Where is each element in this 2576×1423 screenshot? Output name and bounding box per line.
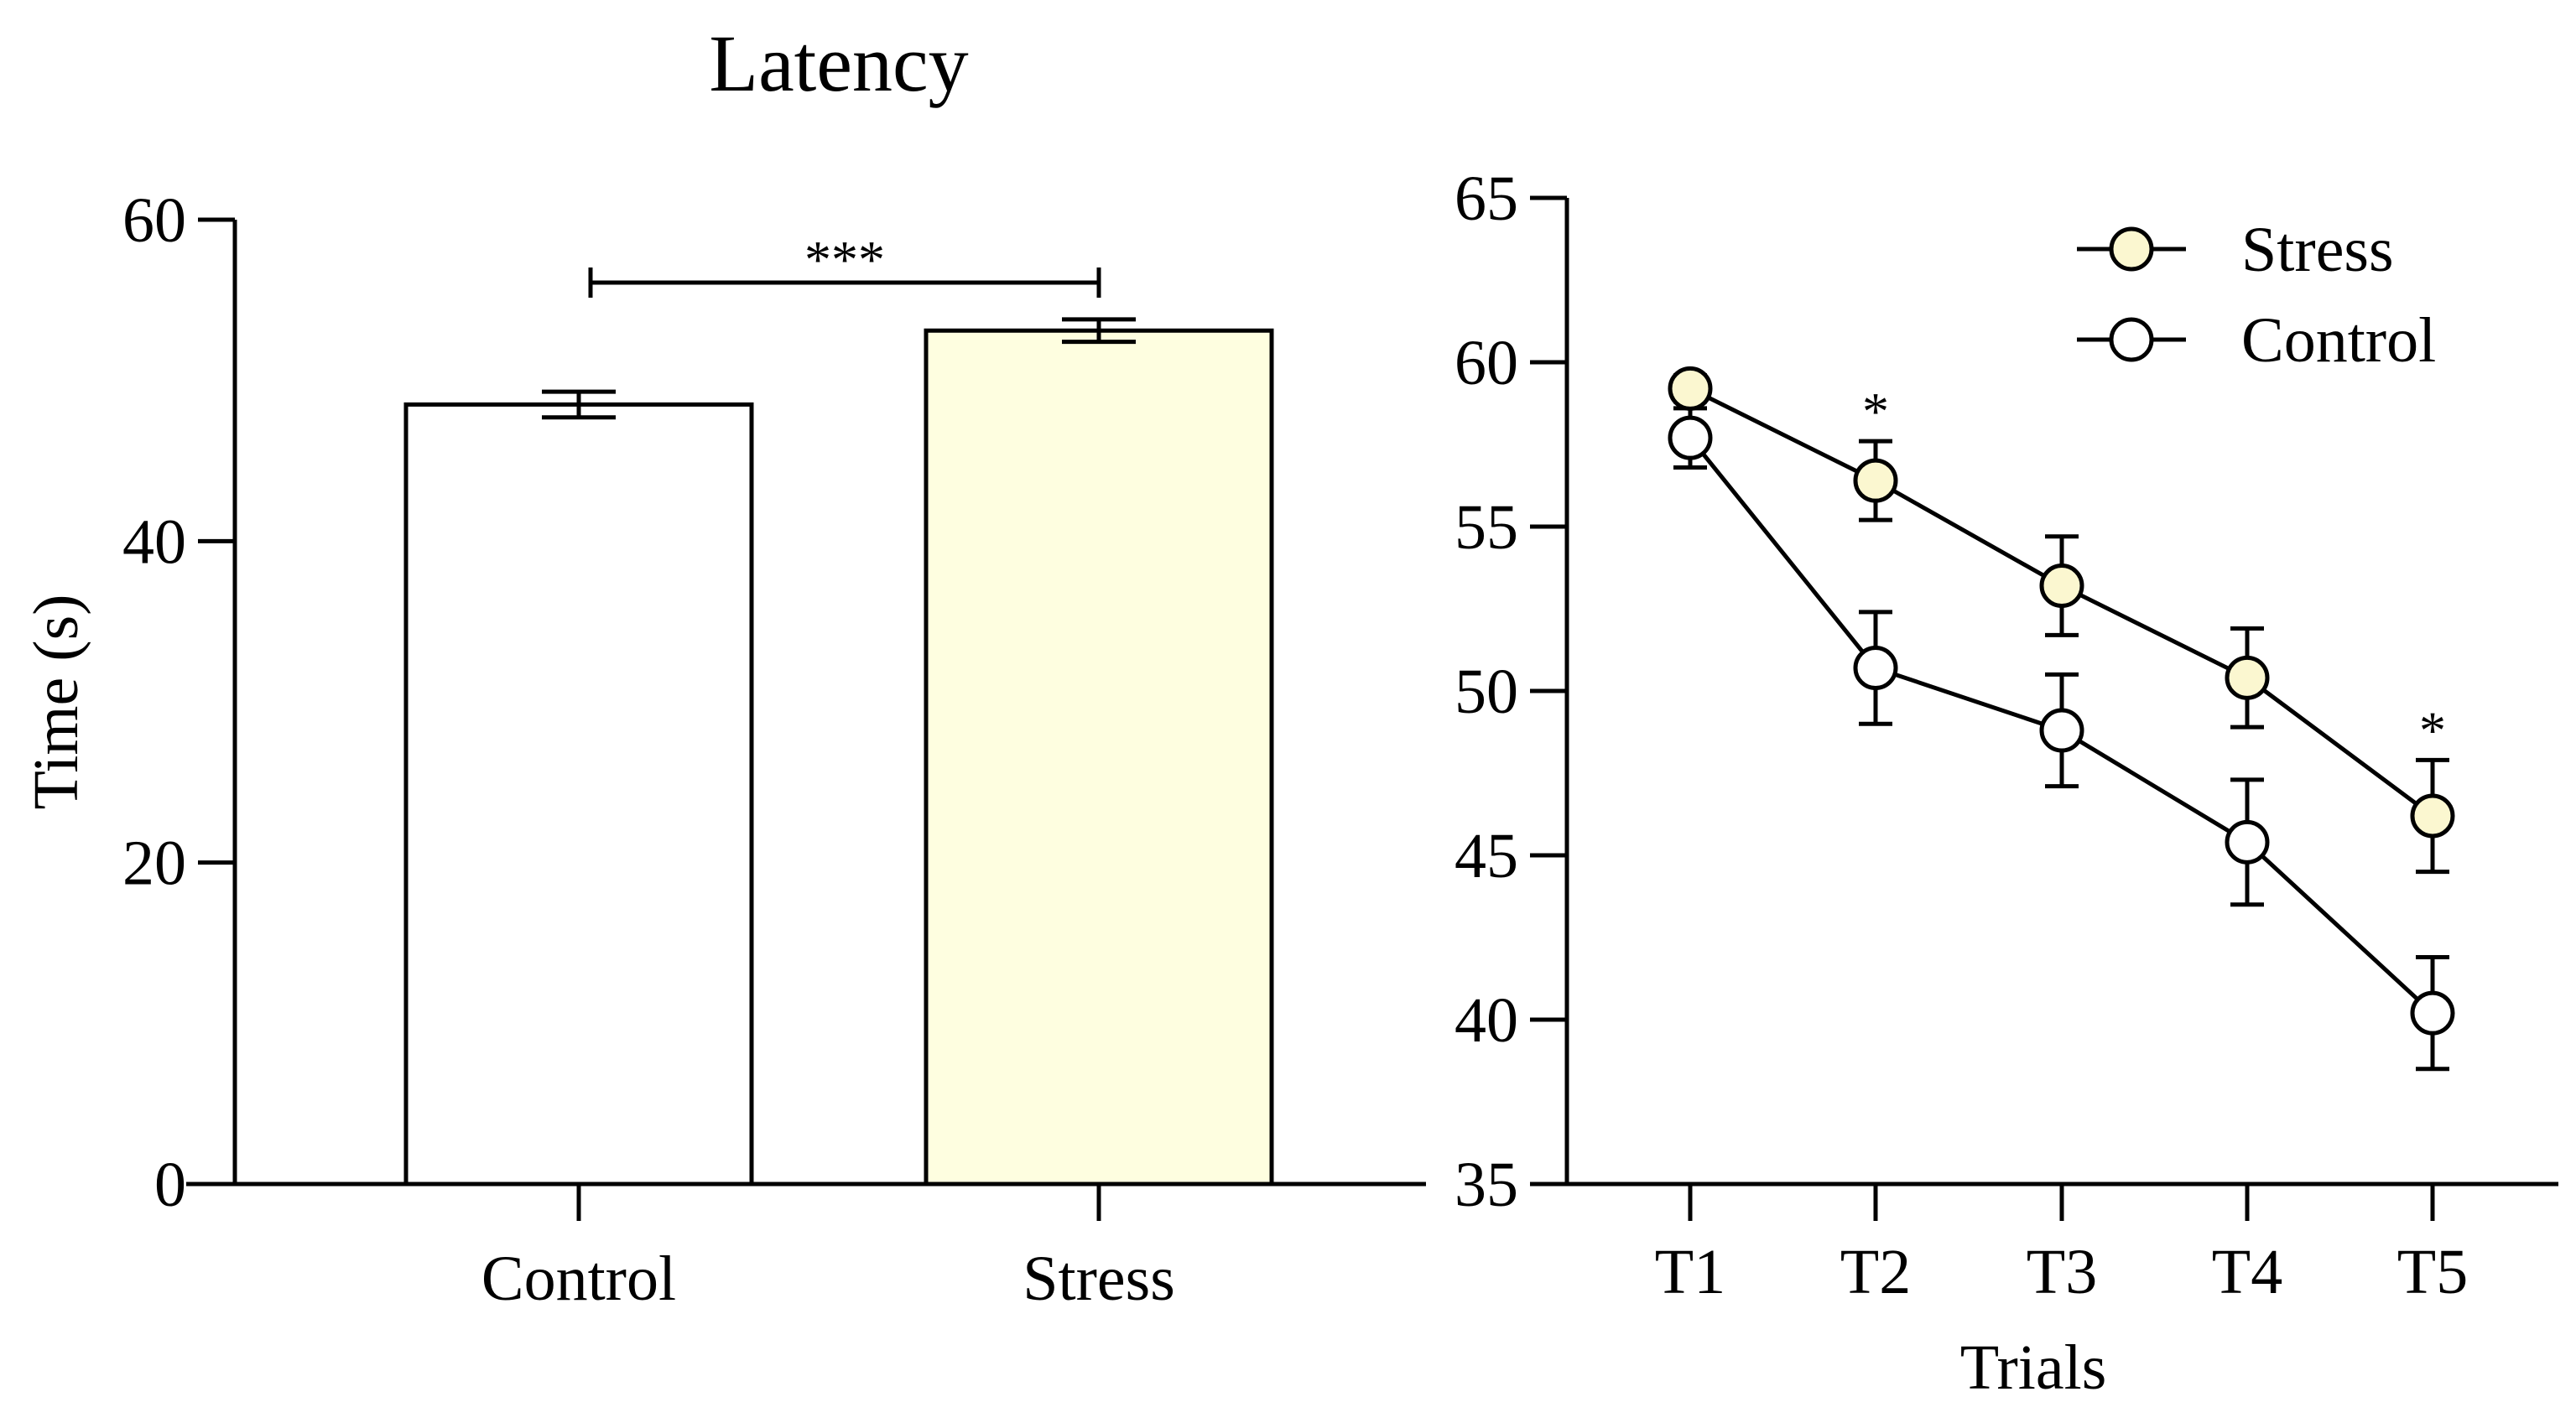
line-x-tick-label: T2 — [1840, 1237, 1911, 1307]
legend-marker — [2109, 317, 2154, 362]
marker-stress — [1668, 366, 1713, 411]
line-y-tick-label: 50 — [1455, 657, 1518, 727]
bar-y-tick-label: 40 — [122, 506, 186, 577]
bar-error-stress — [1062, 317, 1136, 345]
bar-y-tick-label: 0 — [154, 1150, 186, 1220]
line-x-ticks: T1 T2 T3 T4 T5 — [1655, 1184, 2468, 1307]
bar-category-label: Control — [481, 1244, 676, 1314]
line-y-tick-label: 45 — [1455, 821, 1518, 891]
marker-control — [1853, 646, 1898, 691]
bar-y-axis-title: Time (s) — [21, 595, 91, 810]
bar-x-ticks: Control Stress — [481, 1184, 1175, 1314]
marker-stress — [1853, 458, 1898, 503]
line-x-tick-label: T1 — [1655, 1237, 1725, 1307]
series-stress — [1668, 366, 2455, 875]
figure-title: Latency — [709, 18, 968, 108]
significance-star: * — [2419, 700, 2446, 760]
line-x-axis-title: Trials — [1960, 1332, 2107, 1403]
marker-stress — [2039, 563, 2084, 609]
line-legend: Stress Control — [2077, 215, 2436, 376]
legend-marker — [2109, 226, 2154, 272]
line-annotations: ** — [1862, 382, 2446, 760]
bar-error-control — [542, 389, 616, 420]
marker-stress — [2225, 655, 2270, 700]
bar-category-label: Stress — [1023, 1244, 1175, 1314]
significance-star: * — [1862, 382, 1889, 441]
bar-control — [403, 402, 754, 1187]
marker-control — [2039, 708, 2084, 753]
marker-stress — [2410, 793, 2455, 839]
bar-y-tick-label: 20 — [122, 828, 186, 899]
line-y-tick-label: 35 — [1455, 1150, 1518, 1220]
marker-control — [1668, 415, 1713, 460]
line-x-tick-label: T5 — [2397, 1237, 2468, 1307]
series-control — [1668, 406, 2455, 1072]
bar-y-tick-label: 60 — [122, 185, 186, 256]
bar-bars — [403, 328, 1274, 1187]
legend-label: Control — [2241, 305, 2436, 376]
marker-control — [2225, 819, 2270, 865]
bar-chart: 0 20 40 60 Control Stress *** Time (s) — [21, 185, 1426, 1314]
line-x-tick-label: T3 — [2027, 1237, 2097, 1307]
marker-control — [2410, 990, 2455, 1036]
line-x-tick-label: T4 — [2212, 1237, 2282, 1307]
line-series — [1668, 366, 2455, 1072]
line-y-tick-label: 60 — [1455, 328, 1518, 398]
line-y-tick-label: 40 — [1455, 985, 1518, 1056]
line-y-ticks: 35 40 45 50 55 60 65 — [1455, 164, 1567, 1220]
legend-item-control: Control — [2077, 305, 2436, 376]
legend-item-stress: Stress — [2077, 215, 2394, 285]
significance-label: *** — [804, 230, 885, 289]
bar-significance: *** — [588, 230, 1101, 298]
line-y-tick-label: 65 — [1455, 164, 1518, 234]
bar-error-bars — [542, 317, 1136, 420]
significance-bracket — [588, 267, 1101, 298]
line-y-tick-label: 55 — [1455, 492, 1518, 563]
bar-y-ticks: 0 20 40 60 — [122, 185, 235, 1220]
legend-label: Stress — [2241, 215, 2394, 285]
bar-stress — [924, 328, 1274, 1187]
